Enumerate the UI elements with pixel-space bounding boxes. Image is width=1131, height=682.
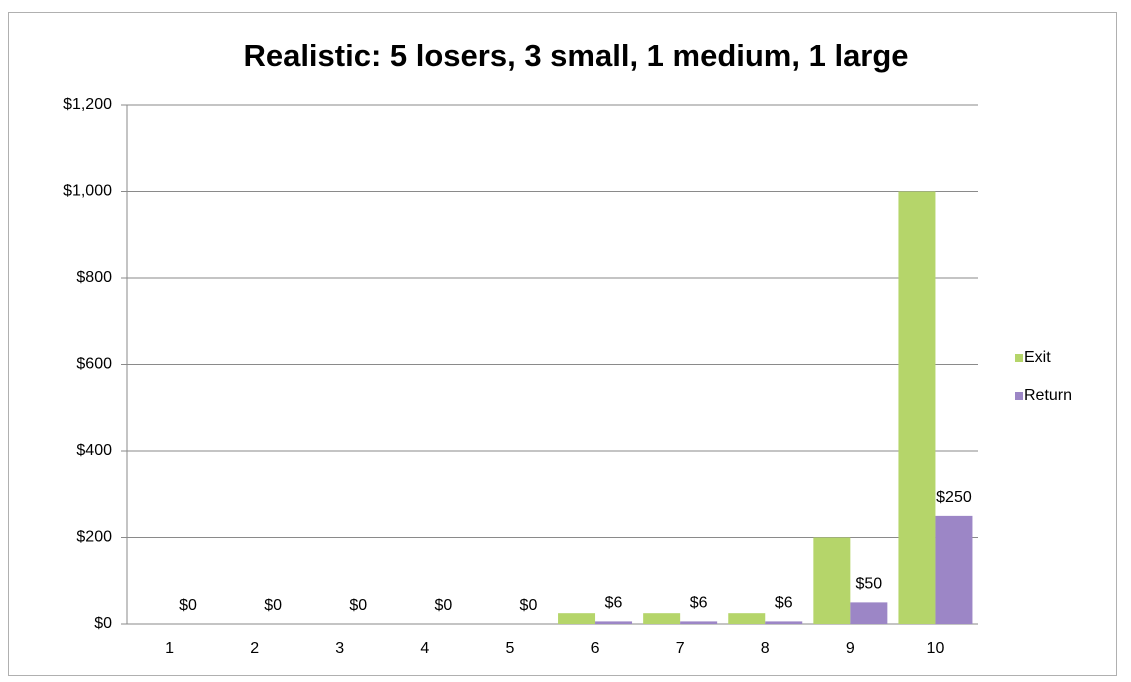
data-label: $0 <box>179 597 197 614</box>
data-label: $6 <box>775 595 793 612</box>
y-tick-label: $1,200 <box>63 96 112 113</box>
y-tick-label: $800 <box>76 269 112 286</box>
data-label: $0 <box>520 597 538 614</box>
data-label: $6 <box>605 595 623 612</box>
legend-swatch <box>1015 392 1023 400</box>
x-tick-label: 8 <box>761 640 770 657</box>
data-label: $0 <box>349 597 367 614</box>
bar <box>558 613 596 624</box>
bar <box>595 621 633 624</box>
bar <box>680 621 718 624</box>
bar <box>765 621 803 624</box>
data-label: $6 <box>690 595 708 612</box>
bar <box>898 191 936 624</box>
y-tick-label: $200 <box>76 529 112 546</box>
legend-swatch <box>1015 354 1023 362</box>
bar <box>813 537 851 624</box>
x-tick-label: 2 <box>250 640 259 657</box>
data-label: $0 <box>434 597 452 614</box>
data-label: $0 <box>264 597 282 614</box>
data-label: $250 <box>936 489 972 506</box>
x-tick-label: 7 <box>676 640 685 657</box>
y-tick-label: $0 <box>94 615 112 632</box>
x-tick-label: 1 <box>165 640 174 657</box>
x-tick-label: 9 <box>846 640 855 657</box>
x-tick-label: 6 <box>591 640 600 657</box>
legend-label: Exit <box>1024 349 1051 366</box>
y-tick-label: $600 <box>76 356 112 373</box>
chart-title: Realistic: 5 losers, 3 small, 1 medium, … <box>243 38 908 73</box>
y-tick-label: $1,000 <box>63 183 112 200</box>
bar <box>728 613 766 624</box>
x-tick-label: 3 <box>335 640 344 657</box>
x-tick-label: 4 <box>420 640 429 657</box>
data-label: $50 <box>855 576 882 593</box>
bar <box>935 515 973 624</box>
x-tick-label: 5 <box>505 640 514 657</box>
x-tick-label: 10 <box>927 640 945 657</box>
y-tick-label: $400 <box>76 442 112 459</box>
legend-label: Return <box>1024 387 1072 404</box>
bar <box>643 613 681 624</box>
bar <box>850 602 888 624</box>
